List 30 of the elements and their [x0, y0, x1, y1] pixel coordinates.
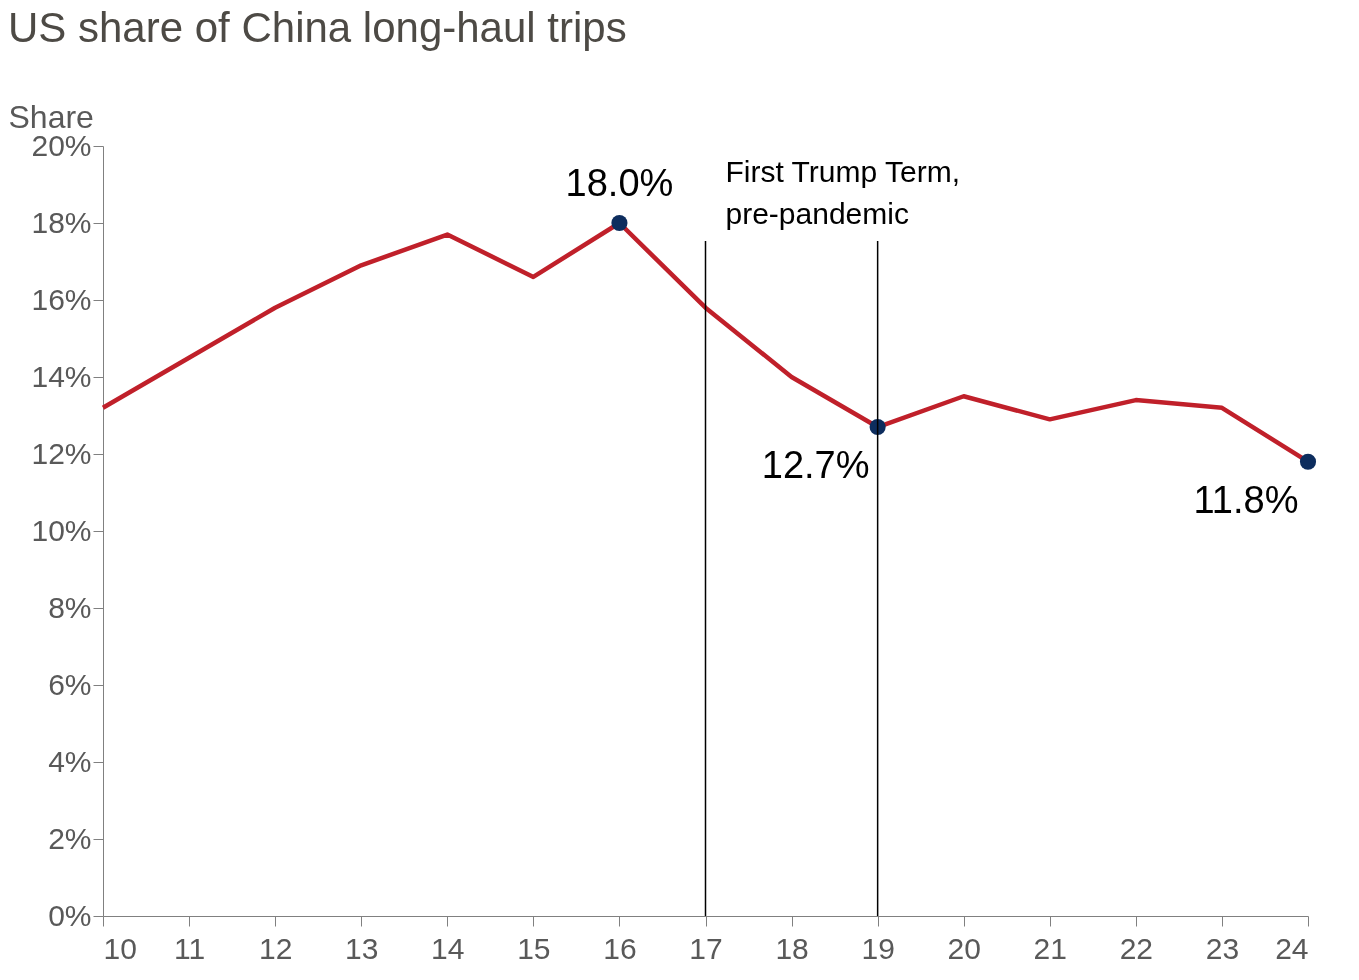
x-tick-label: 14 — [431, 931, 465, 965]
x-tick-label: 17 — [689, 931, 723, 965]
x-tick-label: 10 — [103, 931, 137, 965]
y-tick-label: 2% — [48, 821, 92, 855]
y-tick-label: 16% — [31, 282, 92, 316]
y-tick-label: 8% — [48, 590, 92, 624]
y-tick-label: 18% — [31, 205, 92, 239]
y-tick-label: 0% — [48, 898, 92, 932]
y-tick-label: 14% — [31, 359, 92, 393]
x-tick-label: 16 — [603, 931, 637, 965]
data-label: 12.7% — [761, 444, 870, 487]
data-label: 18.0% — [565, 162, 674, 204]
x-tick-label: 12 — [258, 931, 293, 965]
y-tick-label: 12% — [31, 436, 92, 470]
x-tick-label: 21 — [1033, 931, 1067, 965]
x-tick-label: 13 — [345, 931, 379, 965]
x-tick-label: 20 — [947, 931, 981, 965]
x-tick-label: 24 — [1275, 931, 1309, 965]
x-tick-label: 23 — [1205, 931, 1240, 965]
chart-title: US share of China long-haul trips — [8, 4, 627, 51]
data-label: 11.8% — [1193, 478, 1299, 521]
x-tick-label: 22 — [1119, 931, 1154, 965]
y-tick-label: 10% — [31, 513, 92, 547]
x-tick-label: 19 — [861, 931, 895, 965]
x-tick-label: 11 — [173, 931, 206, 965]
x-tick-label: 18 — [775, 931, 809, 965]
y-tick-label: 4% — [48, 744, 92, 778]
x-tick-label: 15 — [517, 931, 551, 965]
ref-line-label: First Trump Term, pre-pandemic — [725, 155, 960, 230]
y-tick-label: 6% — [48, 667, 92, 701]
